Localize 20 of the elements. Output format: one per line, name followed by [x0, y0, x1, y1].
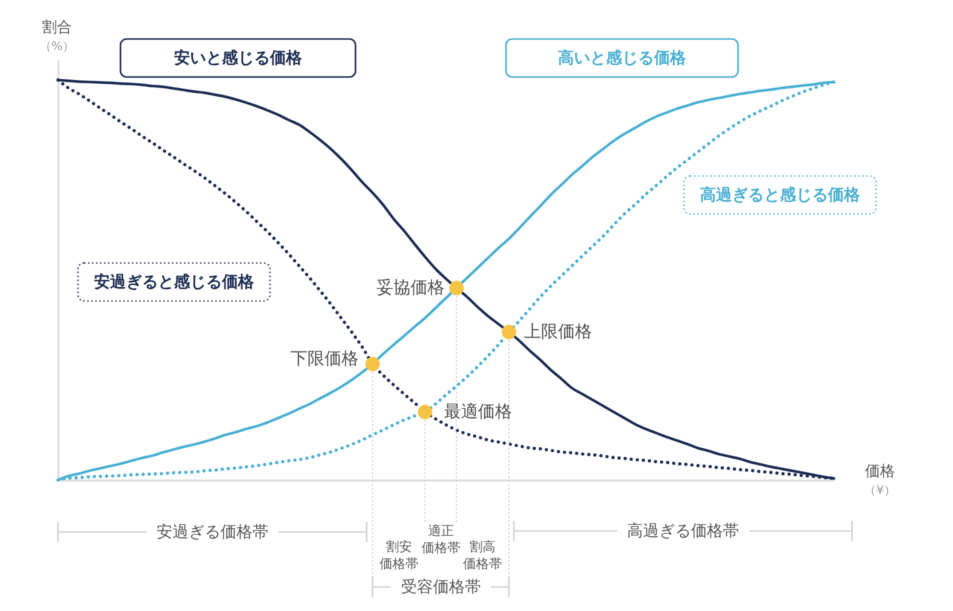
x-axis-title: 価格（¥） — [864, 462, 896, 497]
text: 割安価格帯 — [379, 539, 418, 572]
series-label: 下限価格 — [290, 349, 359, 369]
text: 安過ぎる価格帯 — [156, 522, 268, 541]
text: 適正価格帯 — [421, 523, 460, 556]
series-label: 上限価格 — [524, 322, 592, 342]
text: 受容価格帯 — [400, 577, 481, 596]
series-label: 安いと感じる価格 — [174, 48, 303, 67]
point — [418, 404, 432, 420]
series-label: 妥協価格 — [376, 278, 444, 298]
text: 安過ぎると感じる価格 — [94, 272, 255, 291]
series-label: 高過ぎると感じる価格 — [700, 185, 861, 204]
point — [502, 324, 516, 340]
text: 高いと感じる価格 — [558, 48, 687, 67]
y-axis-title: 割合（%） — [39, 18, 75, 53]
series-label: 最適価格 — [444, 402, 512, 422]
point — [449, 280, 464, 296]
text: 割高価格帯 — [463, 539, 502, 572]
point — [365, 356, 380, 372]
text: 高過ぎる価格帯 — [626, 521, 739, 540]
